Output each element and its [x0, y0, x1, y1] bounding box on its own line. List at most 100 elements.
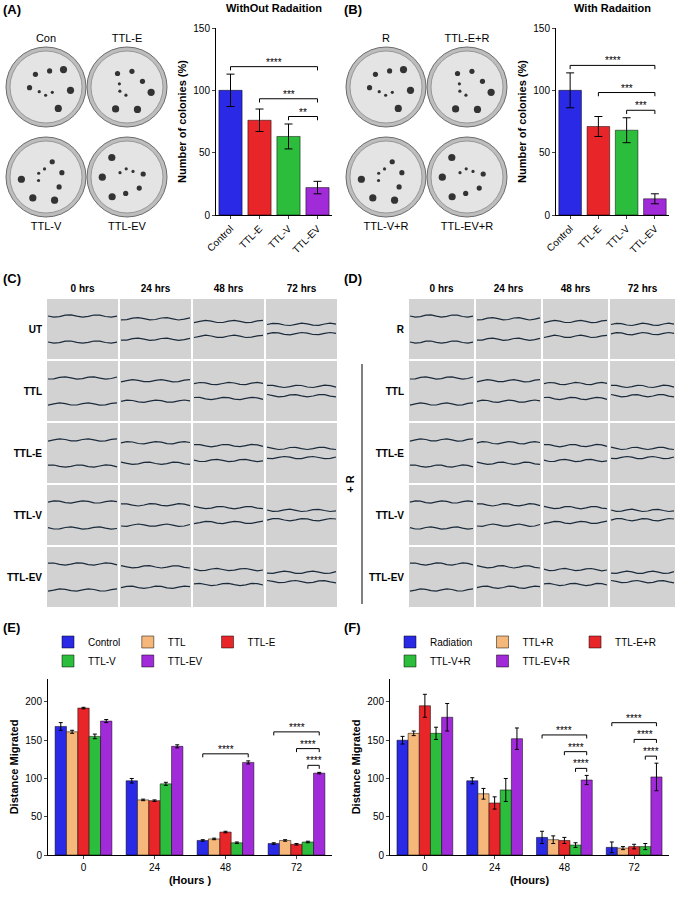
- svg-text:TTL-V: TTL-V: [88, 656, 116, 667]
- svg-text:Number of colonies (%): Number of colonies (%): [176, 60, 188, 183]
- svg-text:0: 0: [378, 850, 384, 861]
- svg-text:TTL-E: TTL-E: [237, 223, 265, 251]
- svg-text:100: 100: [25, 773, 42, 784]
- svg-text:TTL: TTL: [24, 386, 42, 397]
- svg-text:50: 50: [539, 147, 551, 158]
- svg-text:(Hours): (Hours): [510, 874, 549, 886]
- svg-text:TTL-E: TTL-E: [376, 448, 405, 459]
- svg-text:**: **: [299, 107, 307, 118]
- svg-text:72 hrs: 72 hrs: [287, 283, 317, 294]
- svg-text:TTL-EV+R: TTL-EV+R: [441, 220, 493, 232]
- svg-text:****: ****: [266, 57, 282, 68]
- svg-text:R: R: [397, 324, 405, 335]
- svg-text:****: ****: [626, 713, 642, 724]
- svg-text:TTL-V: TTL-V: [14, 510, 43, 521]
- svg-text:****: ****: [573, 758, 589, 769]
- svg-text:(Hours ): (Hours ): [169, 874, 212, 886]
- svg-text:72: 72: [291, 862, 303, 873]
- svg-text:****: ****: [605, 55, 621, 66]
- svg-text:TTL-E+R: TTL-E+R: [615, 637, 656, 648]
- svg-text:****: ****: [568, 742, 584, 753]
- svg-text:0 hrs: 0 hrs: [430, 283, 454, 294]
- svg-text:100: 100: [193, 85, 210, 96]
- svg-text:****: ****: [218, 744, 234, 755]
- svg-text:Control: Control: [544, 223, 575, 254]
- svg-text:24 hrs: 24 hrs: [494, 283, 524, 294]
- svg-text:(B): (B): [344, 2, 362, 17]
- svg-text:TTL: TTL: [386, 386, 404, 397]
- svg-text:TTL-E: TTL-E: [112, 32, 143, 44]
- svg-text:TTL-V: TTL-V: [266, 223, 294, 251]
- svg-text:****: ****: [306, 755, 322, 766]
- svg-text:TTL-E: TTL-E: [576, 223, 604, 251]
- svg-text:100: 100: [533, 85, 550, 96]
- svg-text:TTL-EV: TTL-EV: [290, 223, 322, 255]
- svg-text:TTL-E: TTL-E: [248, 637, 276, 648]
- svg-text:150: 150: [367, 735, 384, 746]
- svg-text:72 hrs: 72 hrs: [628, 283, 658, 294]
- svg-text:TTL-V: TTL-V: [31, 220, 62, 232]
- svg-text:TTL-EV: TTL-EV: [7, 572, 42, 583]
- svg-text:TTL-V+R: TTL-V+R: [430, 656, 471, 667]
- svg-text:(E): (E): [3, 620, 20, 635]
- svg-text:150: 150: [533, 23, 550, 34]
- svg-text:0: 0: [544, 210, 550, 221]
- svg-text:(C): (C): [3, 271, 21, 286]
- svg-text:***: ***: [621, 83, 633, 94]
- svg-text:TTL+R: TTL+R: [523, 637, 554, 648]
- svg-text:WithOut Radaition: WithOut Radaition: [226, 2, 322, 14]
- svg-text:Number of colonies (%): Number of colonies (%): [516, 60, 528, 183]
- svg-text:72: 72: [629, 862, 641, 873]
- svg-text:0: 0: [204, 210, 210, 221]
- svg-text:24: 24: [489, 862, 501, 873]
- svg-text:48 hrs: 48 hrs: [561, 283, 591, 294]
- svg-text:****: ****: [637, 729, 653, 740]
- svg-text:48 hrs: 48 hrs: [214, 283, 244, 294]
- svg-text:TTL-E+R: TTL-E+R: [445, 32, 490, 44]
- svg-text:Radiation: Radiation: [430, 637, 472, 648]
- svg-text:TTL-V: TTL-V: [376, 510, 405, 521]
- svg-text:50: 50: [199, 147, 211, 158]
- svg-text:0: 0: [36, 850, 42, 861]
- svg-text:50: 50: [31, 811, 43, 822]
- svg-text:TTL-EV: TTL-EV: [628, 223, 660, 255]
- svg-text:200: 200: [25, 696, 42, 707]
- svg-text:TTL-EV: TTL-EV: [369, 572, 404, 583]
- svg-text:(A): (A): [3, 2, 21, 17]
- svg-text:(D): (D): [344, 271, 362, 286]
- svg-text:****: ****: [289, 722, 305, 733]
- svg-text:TTL-EV+R: TTL-EV+R: [523, 656, 571, 667]
- svg-text:0: 0: [81, 862, 87, 873]
- svg-text:TTL-E: TTL-E: [14, 448, 43, 459]
- svg-text:With Radaition: With Radaition: [574, 2, 651, 14]
- svg-text:TTL-EV: TTL-EV: [108, 220, 147, 232]
- svg-text:150: 150: [25, 735, 42, 746]
- svg-text:***: ***: [635, 100, 647, 111]
- svg-text:100: 100: [367, 773, 384, 784]
- svg-text:TTL-V: TTL-V: [604, 223, 632, 251]
- svg-text:***: ***: [283, 89, 295, 100]
- svg-text:Control: Control: [88, 637, 120, 648]
- svg-text:24 hrs: 24 hrs: [141, 283, 171, 294]
- svg-text:200: 200: [367, 696, 384, 707]
- svg-text:TTL-EV: TTL-EV: [168, 656, 203, 667]
- svg-text:0 hrs: 0 hrs: [71, 283, 95, 294]
- svg-text:Con: Con: [36, 32, 56, 44]
- svg-text:24: 24: [149, 862, 161, 873]
- svg-text:****: ****: [556, 725, 572, 736]
- svg-text:0: 0: [422, 862, 428, 873]
- svg-text:TTL: TTL: [168, 637, 186, 648]
- svg-text:R: R: [382, 32, 390, 44]
- svg-text:50: 50: [373, 811, 385, 822]
- svg-text:Control: Control: [205, 223, 236, 254]
- svg-text:****: ****: [643, 746, 659, 757]
- svg-text:(F): (F): [344, 620, 361, 635]
- svg-text:+ R: + R: [344, 475, 356, 492]
- svg-text:****: ****: [300, 739, 316, 750]
- svg-text:TTL-V+R: TTL-V+R: [364, 220, 409, 232]
- svg-text:Distance Migrated: Distance Migrated: [8, 720, 20, 815]
- svg-text:150: 150: [193, 23, 210, 34]
- svg-text:UT: UT: [29, 324, 42, 335]
- svg-text:Distance Migrated: Distance Migrated: [350, 720, 362, 815]
- svg-text:48: 48: [220, 862, 232, 873]
